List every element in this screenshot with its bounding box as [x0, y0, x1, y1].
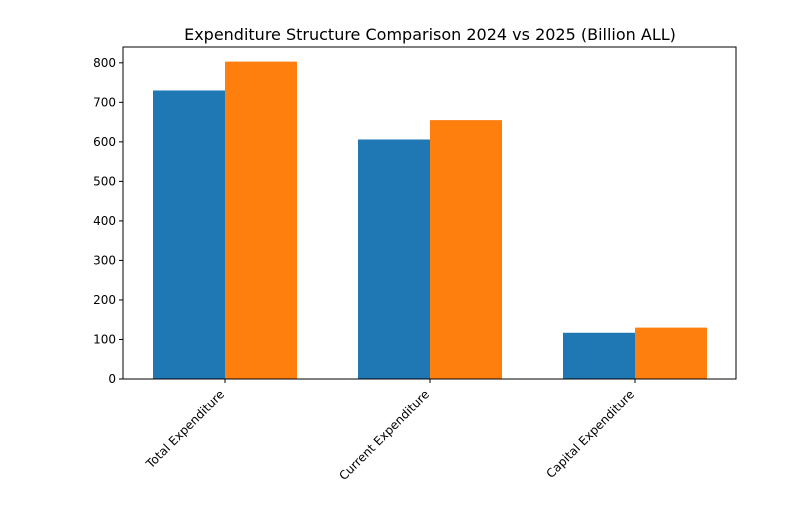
- y-tick-label: 100: [93, 332, 116, 346]
- axes-frame: [122, 46, 737, 380]
- y-tick-label: 700: [93, 95, 116, 109]
- chart-title: Expenditure Structure Comparison 2024 vs…: [184, 25, 676, 44]
- bar-2025-capital-expenditure: [635, 327, 707, 379]
- y-tick-label: 500: [93, 174, 116, 188]
- bar-2024-current-expenditure: [358, 139, 430, 379]
- bar-2024-total-expenditure: [153, 90, 225, 379]
- bar-2025-current-expenditure: [430, 120, 502, 379]
- x-tick-label: Current Expenditure: [336, 387, 432, 483]
- y-tick-label: 600: [93, 135, 116, 149]
- bar-2024-capital-expenditure: [563, 332, 635, 379]
- y-tick-label: 400: [93, 214, 116, 228]
- x-tick-label: Capital Expenditure: [543, 387, 637, 481]
- bar-2025-total-expenditure: [225, 61, 297, 379]
- y-tick-label: 300: [93, 253, 116, 267]
- plot-area: Total Expenditure Current Expenditure Capi…: [93, 46, 737, 483]
- y-tick-label: 800: [93, 56, 116, 70]
- y-tick-label: 200: [93, 293, 116, 307]
- x-tick-label: Total Expenditure: [143, 387, 227, 471]
- y-tick-label: 0: [108, 372, 116, 386]
